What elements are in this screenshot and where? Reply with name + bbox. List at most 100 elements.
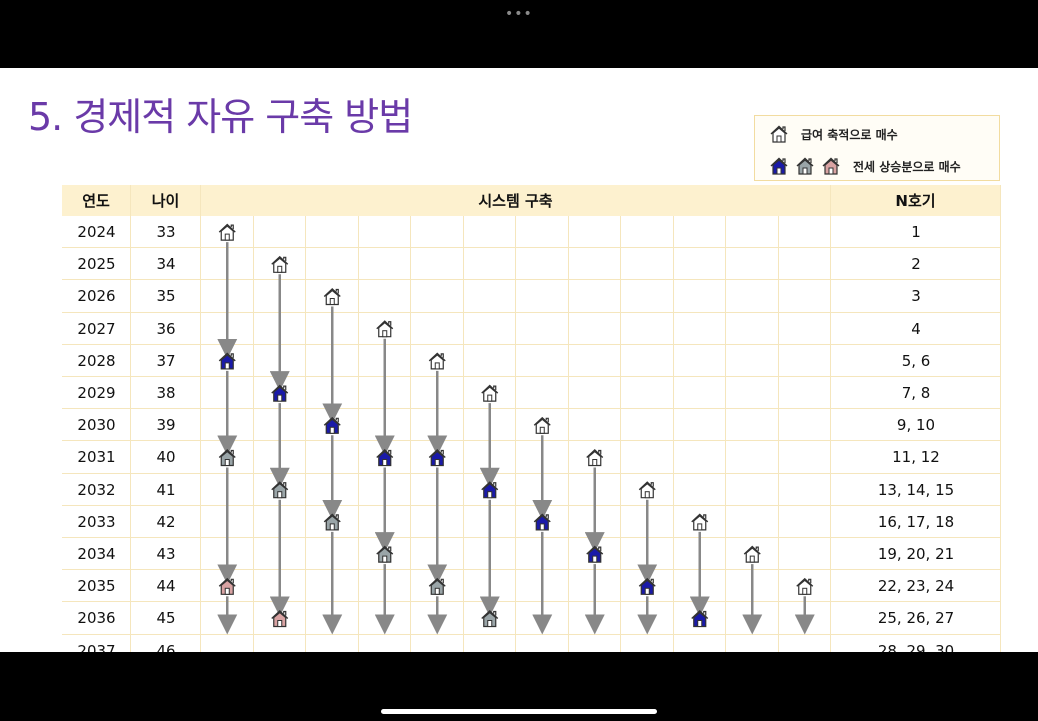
table-cell xyxy=(726,280,779,313)
house-pink-icon xyxy=(271,610,289,628)
table-cell xyxy=(726,505,779,538)
table-cell xyxy=(568,409,621,442)
table-cell xyxy=(62,602,131,635)
table-cell xyxy=(62,216,131,249)
table-cell xyxy=(411,312,464,345)
table-cell xyxy=(516,634,569,652)
house-blue-icon xyxy=(271,384,289,402)
house-pink-icon xyxy=(821,156,841,176)
age-cell: 34 xyxy=(156,255,176,274)
table-cell xyxy=(131,505,201,538)
table-cell xyxy=(62,344,131,377)
table-cell xyxy=(673,312,726,345)
table-cell xyxy=(673,473,726,506)
header-nho: N호기 xyxy=(831,185,1001,216)
table-cell xyxy=(673,441,726,474)
house-white-icon xyxy=(586,449,604,467)
house-white-icon xyxy=(769,124,789,144)
table-cell xyxy=(516,312,569,345)
table-cell xyxy=(464,634,516,652)
house-blue-icon xyxy=(638,577,656,595)
table-cell xyxy=(516,248,569,281)
house-blue-icon xyxy=(376,449,394,467)
table-cell xyxy=(778,344,831,377)
table-cell xyxy=(831,344,1001,377)
table-cell xyxy=(673,216,726,249)
table-cell xyxy=(62,538,131,571)
home-indicator[interactable] xyxy=(381,709,657,714)
table-cell xyxy=(131,377,201,410)
table-cell xyxy=(778,312,831,345)
table-cell xyxy=(726,377,779,410)
age-cell: 35 xyxy=(156,287,176,306)
house-gray-icon xyxy=(323,513,341,531)
table-cell xyxy=(306,634,359,652)
table-cell xyxy=(568,312,621,345)
table-cell xyxy=(463,216,516,249)
table-cell xyxy=(411,216,464,249)
year-cell: 2036 xyxy=(77,609,116,628)
nho-cell: 19, 20, 21 xyxy=(877,545,955,564)
table-cell xyxy=(831,409,1001,442)
nho-cell: 7, 8 xyxy=(901,384,931,403)
house-white-icon xyxy=(428,352,446,370)
table-cell xyxy=(726,409,779,442)
table-cell xyxy=(726,248,779,281)
nho-cell: 2 xyxy=(911,255,921,274)
year-cell: 2032 xyxy=(77,480,116,499)
table-cell xyxy=(131,634,201,652)
year-cell: 2029 xyxy=(77,384,116,403)
table-cell xyxy=(516,344,569,377)
table-cell xyxy=(463,602,516,635)
table-cell xyxy=(673,602,726,635)
house-white-icon xyxy=(271,255,289,273)
age-cell: 45 xyxy=(156,609,176,628)
house-gray-icon xyxy=(271,481,289,499)
table-cell xyxy=(778,505,831,538)
table-cell xyxy=(831,377,1001,410)
legend-label-salary: 급여 축적으로 매수 xyxy=(801,127,898,142)
table-cell xyxy=(726,473,779,506)
table-cell xyxy=(463,280,516,313)
year-cell: 2024 xyxy=(77,223,116,242)
slide: 5. 경제적 자유 구축 방법 급여 축적으로 매수 전세 상승분으로 매수 연… xyxy=(0,68,1038,652)
legend: 급여 축적으로 매수 전세 상승분으로 매수 xyxy=(754,115,1000,181)
table-cell xyxy=(358,280,411,313)
legend-label-jeonse: 전세 상승분으로 매수 xyxy=(853,159,961,174)
table-cell xyxy=(411,248,464,281)
table-cell xyxy=(621,312,674,345)
table-cell xyxy=(568,280,621,313)
age-cell: 42 xyxy=(156,512,176,531)
system-table: 연도 나이 시스템 구축 N호기 2024 33 1 2025 34 2 2026 35 3 2027 36… xyxy=(62,185,1001,652)
table-cell xyxy=(131,602,201,635)
table-cell xyxy=(516,280,569,313)
age-cell: 37 xyxy=(156,351,176,370)
top-bar: ••• xyxy=(0,0,1038,68)
age-cell: 44 xyxy=(156,577,176,596)
house-blue-icon xyxy=(218,352,236,370)
table-cell xyxy=(621,216,674,249)
house-gray-icon xyxy=(481,610,499,628)
table-cell xyxy=(62,248,131,281)
header-age: 나이 xyxy=(131,185,201,216)
table-cell xyxy=(306,248,359,281)
year-cell: 2031 xyxy=(77,448,116,467)
table-cell xyxy=(62,280,131,313)
table-cell xyxy=(831,634,1001,652)
table-cell xyxy=(621,248,674,281)
table-cell xyxy=(778,538,831,571)
table-cell xyxy=(621,441,674,474)
more-dots-icon[interactable]: ••• xyxy=(505,6,533,22)
table-cell xyxy=(253,216,306,249)
year-cell: 2025 xyxy=(77,255,116,274)
table-cell xyxy=(778,280,831,313)
age-cell: 33 xyxy=(156,223,176,242)
table-cell xyxy=(463,248,516,281)
house-white-icon xyxy=(691,513,709,531)
table-cell xyxy=(201,634,254,652)
table-cell xyxy=(131,441,201,474)
table-cell xyxy=(831,248,1001,281)
table-cell xyxy=(131,312,201,345)
table-cell xyxy=(131,280,201,313)
house-blue-icon xyxy=(586,545,604,563)
